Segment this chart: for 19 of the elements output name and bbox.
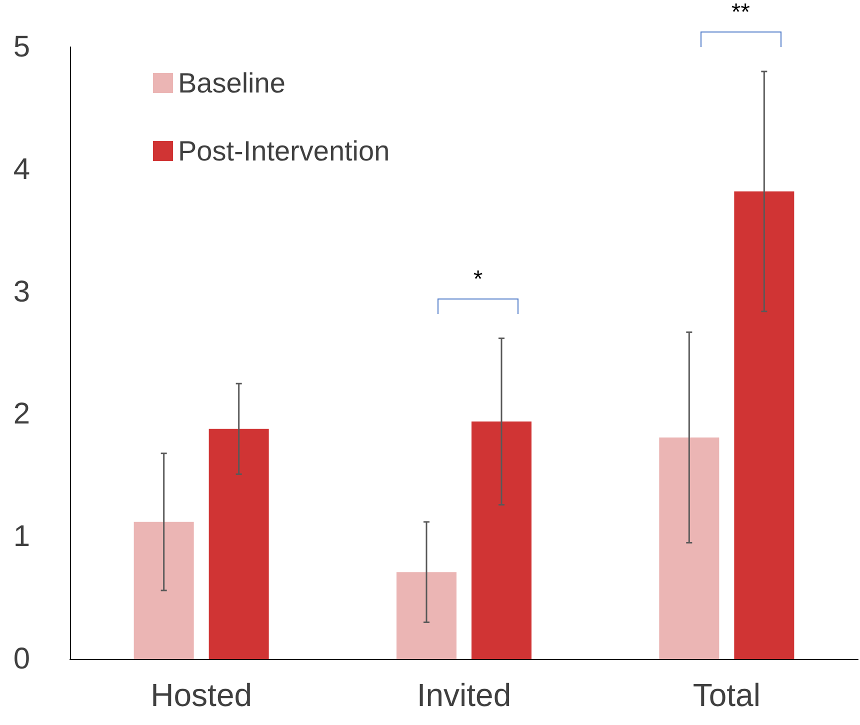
bar [208,428,269,659]
y-tick-label: 4 [13,152,30,186]
y-tick-label: 3 [13,275,30,308]
y-tick-label: 1 [13,520,30,554]
text: ** [731,0,750,28]
bar [396,572,456,659]
x-tick-label: Hosted [150,677,252,713]
bar [134,522,194,659]
y-tick-label: 2 [13,398,30,431]
x-tick-label: Total [692,677,760,713]
bar [472,422,532,659]
legend-label: Baseline [178,68,286,98]
y-tick-label: 0 [13,642,30,676]
annotation: * [473,266,483,294]
y-tick-label: 5 [13,30,30,64]
bar [734,191,794,659]
bar [659,437,720,659]
x-tick-label: Invited [416,677,512,713]
legend-label: Post-Intervention [178,136,390,166]
